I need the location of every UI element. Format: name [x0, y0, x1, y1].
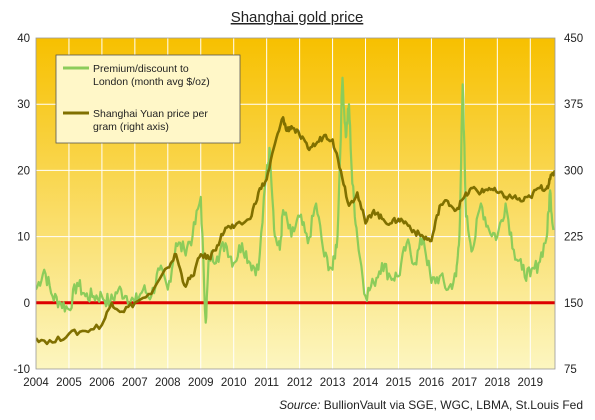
legend-label-yuan-1: Shanghai Yuan price per — [93, 108, 208, 120]
x-tick-label: 2016 — [419, 377, 445, 389]
x-tick-label: 2010 — [221, 377, 247, 389]
right-tick-label: 450 — [564, 33, 583, 45]
left-tick-label: 10 — [17, 232, 30, 244]
legend-label-premium-2: London (month avg $/oz) — [93, 76, 210, 88]
right-tick-label: 150 — [564, 298, 583, 310]
x-tick-label: 2018 — [485, 377, 511, 389]
x-tick-label: 2019 — [517, 377, 543, 389]
legend: Premium/discount to London (month avg $/… — [55, 54, 241, 144]
left-tick-label: 0 — [24, 298, 30, 310]
x-tick-label: 2009 — [188, 377, 214, 389]
series-lines — [36, 76, 555, 346]
x-tick-label: 2012 — [287, 377, 313, 389]
x-tick-label: 2017 — [452, 377, 478, 389]
x-tick-label: 2014 — [353, 377, 379, 389]
plot-border — [35, 37, 556, 370]
x-tick-label: 2004 — [23, 377, 49, 389]
legend-label-premium-1: Premium/discount to — [93, 63, 189, 75]
x-tick-label: 2005 — [56, 377, 82, 389]
x-tick-label: 2007 — [122, 377, 148, 389]
left-tick-label: -10 — [13, 364, 30, 376]
x-tick-label: 2013 — [320, 377, 346, 389]
source-note: Source: BullionVault via SGE, WGC, LBMA,… — [279, 398, 583, 412]
series-line-yuan — [36, 116, 555, 346]
right-tick-label: 225 — [564, 232, 583, 244]
left-tick-label: 20 — [17, 165, 30, 177]
x-tick-label: 2008 — [155, 377, 181, 389]
left-axis: 40 30 20 10 0 -10 — [13, 33, 30, 376]
x-tick-label: 2011 — [254, 377, 279, 389]
source-label: Source: — [279, 398, 321, 412]
x-axis: 2004 2005 2006 2007 2008 2009 2010 2011 2012 2013… — [23, 377, 543, 389]
x-tick-label: 2006 — [89, 377, 115, 389]
chart-title: Shanghai gold price — [231, 9, 364, 26]
legend-label-yuan-2: gram (right axis) — [93, 121, 169, 133]
right-tick-label: 75 — [564, 364, 577, 376]
source-text: BullionVault via SGE, WGC, LBMA, St.Loui… — [323, 398, 583, 412]
right-axis: 450 375 300 225 150 75 — [564, 33, 583, 376]
left-tick-label: 40 — [17, 33, 30, 45]
left-tick-label: 30 — [17, 99, 30, 111]
right-tick-label: 300 — [564, 165, 583, 177]
x-tick-label: 2015 — [386, 377, 412, 389]
right-tick-label: 375 — [564, 99, 583, 111]
legend-box — [55, 54, 241, 144]
